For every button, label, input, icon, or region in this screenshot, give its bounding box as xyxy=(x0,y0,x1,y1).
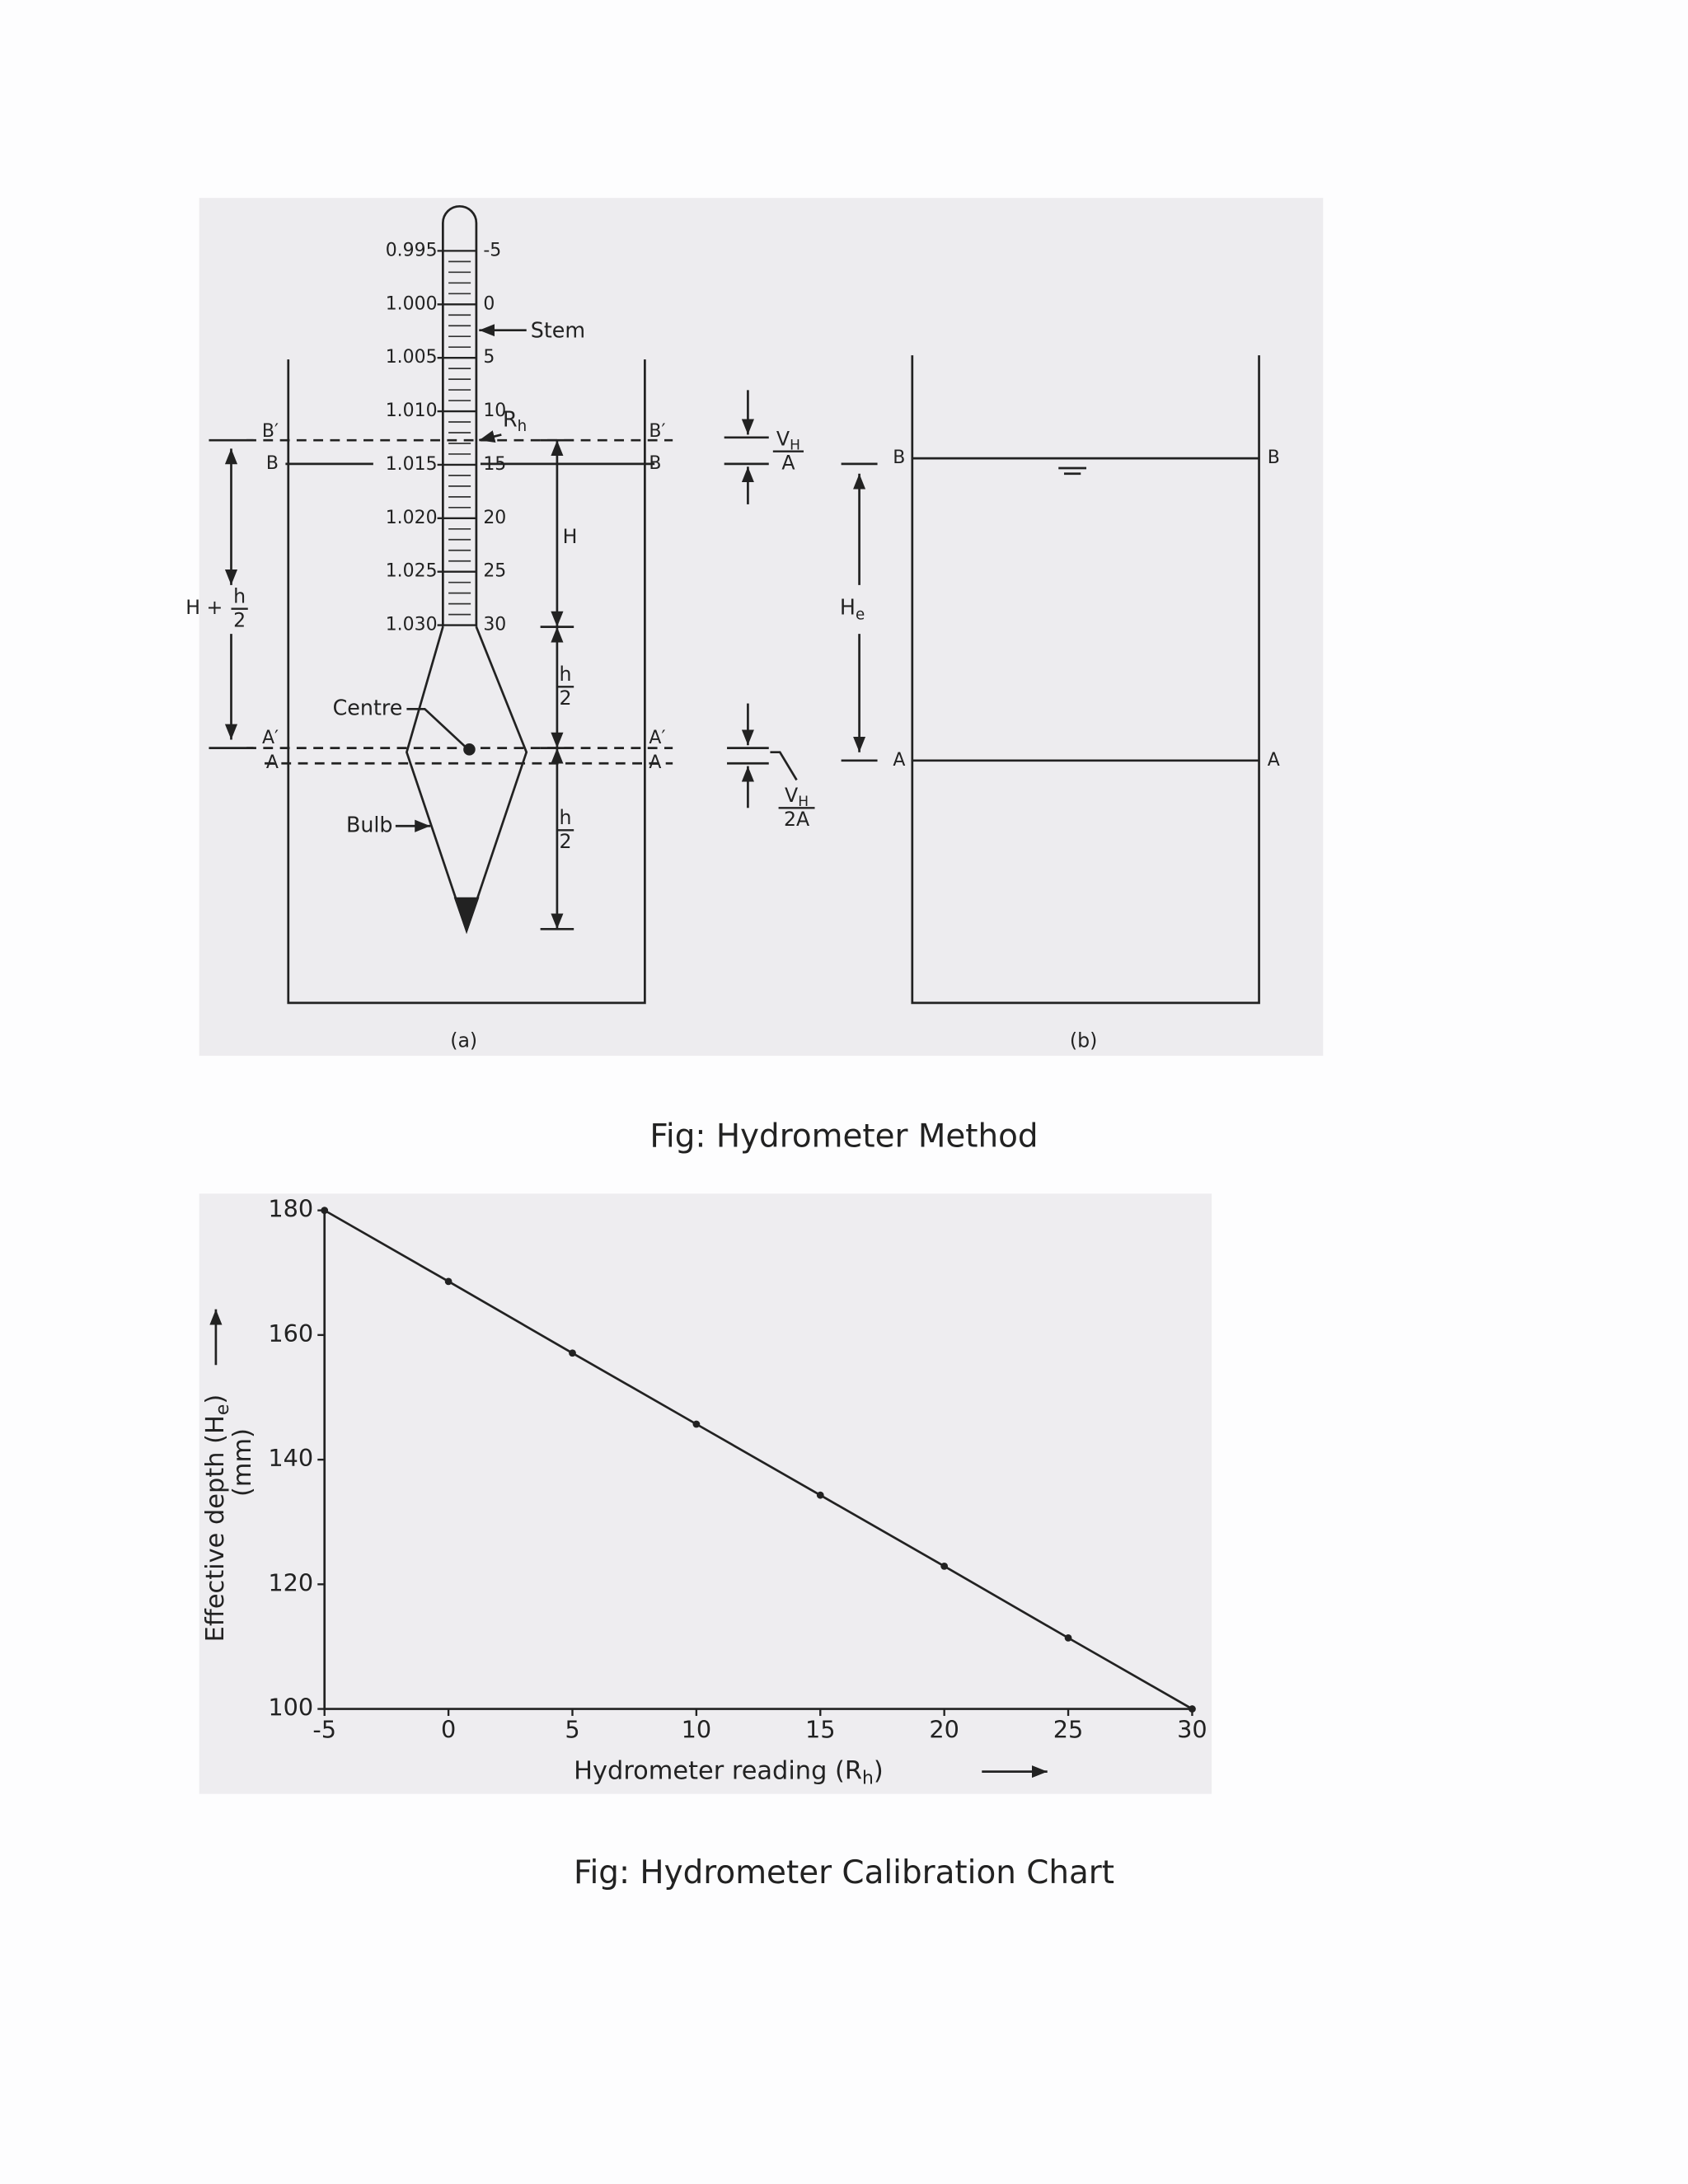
volume-upper-denominator: A xyxy=(781,452,795,475)
text-part: Hydrometer reading (R xyxy=(574,1756,862,1785)
text-part: ) xyxy=(200,1394,229,1404)
data-point xyxy=(940,1563,949,1570)
level-label: B′ xyxy=(262,421,279,442)
data-point xyxy=(1064,1633,1072,1642)
x-tick-label: 15 xyxy=(805,1716,836,1744)
level-label: B′ xyxy=(649,421,665,442)
text-part: V xyxy=(785,784,798,807)
half-h-numerator: h xyxy=(560,663,572,686)
data-line xyxy=(324,1209,1193,1710)
rh-scale-label: 0 xyxy=(483,293,495,314)
total-denominator: 2 xyxy=(233,609,246,632)
y-tick-label: 180 xyxy=(268,1195,313,1223)
rh-scale-label: 5 xyxy=(483,347,495,368)
x-tick-label: 25 xyxy=(1053,1716,1084,1744)
volume-upper-numerator: VH xyxy=(776,427,800,454)
panel-label: (a) xyxy=(450,1029,477,1052)
text-part: R xyxy=(503,407,518,432)
total-lead: H + xyxy=(185,596,223,619)
level-label: A′ xyxy=(262,728,279,748)
x-tick-label: 20 xyxy=(929,1716,959,1744)
h-label: H xyxy=(563,525,578,548)
volume-lower-numerator: VH xyxy=(785,784,809,811)
total-numerator: h xyxy=(233,584,246,607)
subscript: h xyxy=(862,1769,874,1789)
text-part: h xyxy=(560,663,572,686)
sg-scale-label: 0.995 xyxy=(386,240,438,260)
text-part: h xyxy=(233,584,246,607)
level-label: A xyxy=(266,752,279,773)
text-part: H xyxy=(840,595,856,620)
subscript: e xyxy=(856,606,865,623)
sg-scale-label: 1.015 xyxy=(386,454,438,475)
rh-scale-label: 25 xyxy=(483,561,506,582)
centre-label: Centre xyxy=(333,695,403,719)
text-part: V xyxy=(776,427,790,450)
x-tick-label: -5 xyxy=(312,1716,336,1744)
x-tick-label: 10 xyxy=(682,1716,712,1744)
data-point xyxy=(569,1349,576,1357)
stem-label: Stem xyxy=(531,317,585,342)
data-point xyxy=(692,1420,701,1428)
half-h-denominator: 2 xyxy=(560,687,572,710)
level-label: A xyxy=(649,752,661,773)
half-h-numerator: h xyxy=(560,806,572,829)
data-point xyxy=(1189,1705,1196,1713)
text-part: h xyxy=(560,806,572,829)
sg-scale-label: 1.020 xyxy=(386,508,438,528)
bulb-label: Bulb xyxy=(346,812,393,837)
x-tick-label: 0 xyxy=(441,1716,456,1744)
sg-scale-label: 1.000 xyxy=(386,293,438,314)
caption: Fig: Hydrometer Method xyxy=(649,1118,1038,1155)
rh-scale-label: 15 xyxy=(483,454,506,475)
subscript: H xyxy=(790,438,800,454)
rh-label: Rh xyxy=(503,407,527,436)
level-label: A′ xyxy=(649,728,665,748)
level-label: A xyxy=(893,750,905,771)
y-tick-label: 160 xyxy=(268,1319,313,1347)
data-point xyxy=(816,1491,824,1499)
he-label: He xyxy=(840,595,865,624)
text-part: Effective depth (H xyxy=(200,1415,229,1642)
x-tick-label: 30 xyxy=(1177,1716,1207,1744)
rh-scale-label: 30 xyxy=(483,615,506,635)
data-point xyxy=(444,1277,452,1286)
text-part: ) xyxy=(874,1756,884,1785)
rh-scale-label: 20 xyxy=(483,508,506,528)
sg-scale-label: 1.010 xyxy=(386,401,438,421)
diagram-lines xyxy=(209,205,1260,1779)
half-h-denominator: 2 xyxy=(560,830,572,853)
y-tick-label: 100 xyxy=(268,1694,313,1722)
rh-scale-label: -5 xyxy=(483,240,501,260)
rh-scale-label: 10 xyxy=(483,401,506,421)
y-axis-label-text: Effective depth (He) xyxy=(200,1394,233,1643)
chart-background xyxy=(199,1193,1212,1794)
data-point xyxy=(321,1207,329,1215)
y-axis-label: Effective depth (He)(mm) xyxy=(200,1309,257,1643)
x-tick-label: 5 xyxy=(565,1716,579,1744)
level-label: B xyxy=(266,453,279,474)
y-tick-label: 120 xyxy=(268,1568,313,1596)
x-axis-label: Hydrometer reading (Rh) xyxy=(574,1756,884,1789)
level-label: B xyxy=(1268,448,1280,468)
subscript: e xyxy=(213,1404,233,1415)
diagram-background xyxy=(199,198,1324,1057)
sg-scale-label: 1.005 xyxy=(386,347,438,368)
level-label: B xyxy=(893,448,905,468)
sg-scale-label: 1.030 xyxy=(386,615,438,635)
y-tick-label: 140 xyxy=(268,1444,313,1472)
caption: Fig: Hydrometer Calibration Chart xyxy=(574,1854,1114,1891)
volume-lower-denominator: 2A xyxy=(784,808,809,831)
subscript: H xyxy=(798,794,809,810)
level-label: A xyxy=(1268,750,1280,771)
y-axis-unit: (mm) xyxy=(228,1428,257,1497)
sg-scale-label: 1.025 xyxy=(386,561,438,582)
subscript: h xyxy=(518,418,528,435)
level-label: B xyxy=(649,453,661,474)
panel-label: (b) xyxy=(1070,1029,1097,1052)
